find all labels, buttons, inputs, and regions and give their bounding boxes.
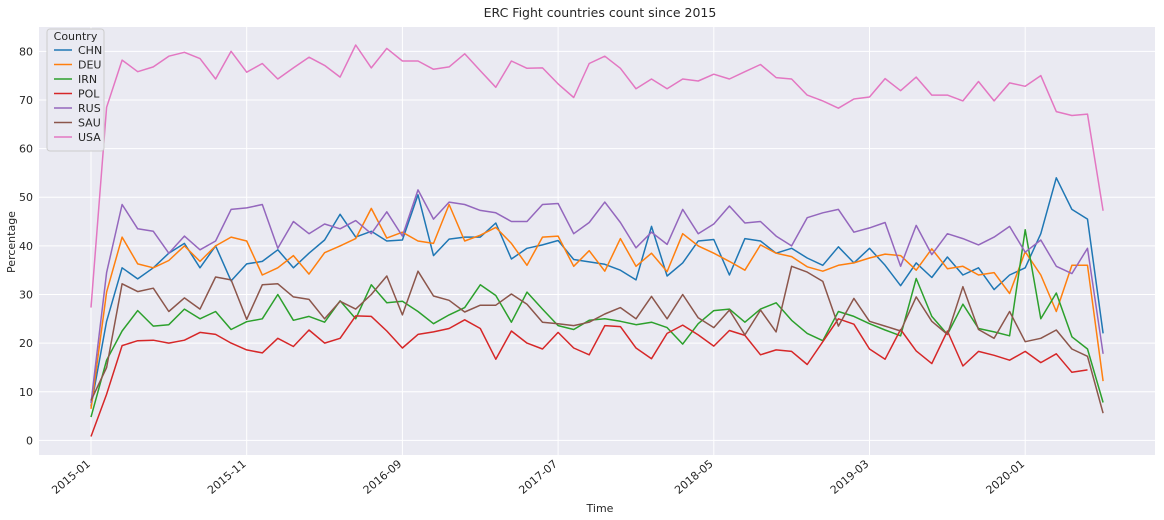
y-tick-label: 50 [19,191,33,204]
grid-lines [39,27,1155,455]
x-axis-title: Time [586,502,614,515]
legend-label-irn: IRN [78,73,97,86]
legend-title: Country [54,30,98,43]
series-line-rus [90,189,1104,404]
series-line-pol [90,315,1088,437]
y-tick-label: 10 [19,386,33,399]
series-lines [90,44,1104,437]
legend-label-pol: POL [78,88,100,101]
legend-label-rus: RUS [78,102,101,115]
y-tick-label: 40 [19,240,33,253]
series-line-chn [90,177,1104,407]
y-tick-label: 80 [19,45,33,58]
legend-label-usa: USA [78,131,101,144]
y-tick-label: 60 [19,143,33,156]
y-tick-label: 20 [19,337,33,350]
legend-label-sau: SAU [78,117,101,130]
y-tick-label: 70 [19,94,33,107]
chart-title: ERC Fight countries count since 2015 [484,5,717,20]
y-tick-label: 0 [26,434,33,447]
series-line-sau [90,265,1104,414]
y-axis-ticks: 0 10 20 30 40 50 60 70 80 [19,45,33,447]
series-line-usa [90,44,1104,308]
y-axis-title: Percentage [5,211,18,273]
legend-box [46,28,105,152]
legend-label-chn: CHN [78,44,102,57]
legend-label-deu: DEU [78,59,101,72]
y-tick-label: 30 [19,289,33,302]
series-line-irn [90,229,1104,418]
